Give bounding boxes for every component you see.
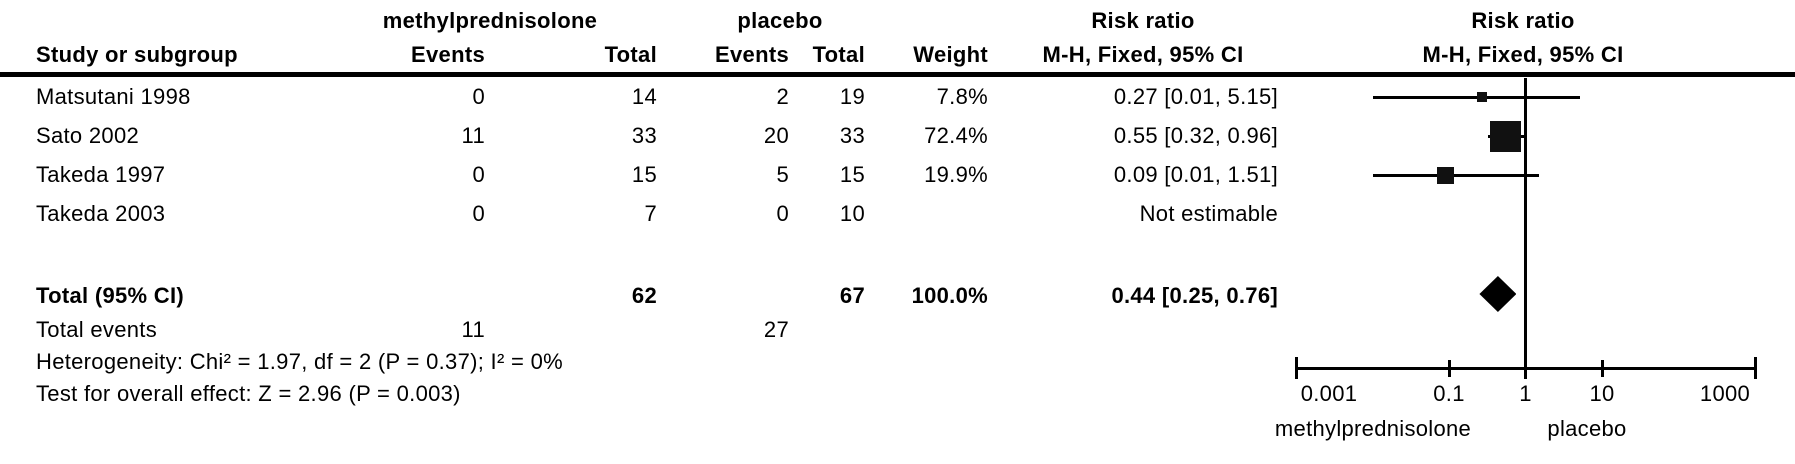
x-axis-tick (1600, 359, 1604, 377)
study-label: Takeda 1997 (36, 162, 166, 187)
effect-marker-1 (1490, 120, 1522, 152)
weight-value: 19.9% (924, 162, 988, 187)
risk-ratio-value: 0.27 [0.01, 5.15] (1113, 84, 1278, 109)
table-row: Matsutani 1998 0 14 2 19 7.8% 0.27 [0.01… (0, 84, 1795, 110)
risk-ratio-plot-header: Risk ratio (1471, 8, 1575, 33)
weight-column-header: Weight (913, 42, 988, 67)
total-events-row: Total events 11 27 (0, 317, 1795, 343)
effect-marker-0 (1476, 92, 1487, 102)
control-total-sum: 67 (839, 283, 865, 308)
total-row: Total (95% CI) 62 67 100.0% 0.44 [0.25, … (0, 283, 1795, 309)
treatment-events: 11 (461, 123, 485, 148)
treatment-total-column-header: Total (604, 42, 657, 67)
control-total-column-header: Total (812, 42, 865, 67)
overall-risk-ratio: 0.44 [0.25, 0.76] (1111, 283, 1278, 308)
treatment-total-sum: 62 (631, 283, 657, 308)
treatment-total: 15 (631, 162, 657, 187)
favours-control-label: placebo (1547, 416, 1627, 441)
x-axis-tick (1294, 357, 1298, 379)
study-label: Matsutani 1998 (36, 84, 191, 109)
treatment-events: 0 (472, 162, 485, 187)
total-weight: 100.0% (911, 283, 988, 308)
risk-ratio-text-header: Risk ratio (1091, 8, 1195, 33)
treatment-group-header: methylprednisolone (382, 8, 598, 33)
study-label: Sato 2002 (36, 123, 140, 148)
treatment-events-column-header: Events (411, 42, 485, 67)
x-axis-tick-label: 1000 (1699, 381, 1751, 406)
control-total: 10 (839, 201, 865, 226)
control-events: 2 (776, 84, 789, 109)
control-events-column-header: Events (715, 42, 789, 67)
ci-method-text-header: M-H, Fixed, 95% CI (1042, 42, 1244, 67)
total-events-label: Total events (36, 317, 158, 342)
overall-effect-row: Test for overall effect: Z = 2.96 (P = 0… (0, 381, 1795, 407)
control-events: 0 (776, 201, 789, 226)
control-events-sum: 27 (763, 317, 789, 342)
control-events: 20 (763, 123, 789, 148)
risk-ratio-value: Not estimable (1139, 201, 1278, 226)
x-axis-tick (1753, 357, 1757, 379)
total-label: Total (95% CI) (36, 283, 185, 308)
summary-diamond (1479, 276, 1517, 312)
x-axis-tick-label: 0.001 (1300, 381, 1358, 406)
risk-ratio-value: 0.09 [0.01, 1.51] (1113, 162, 1278, 187)
risk-ratio-value: 0.55 [0.32, 0.96] (1113, 123, 1278, 148)
x-axis-tick-label: 1 (1519, 381, 1532, 406)
ci-line-2 (1372, 173, 1540, 177)
header-row-columns: Study or subgroup Events Total Events To… (0, 42, 1795, 68)
control-total: 15 (839, 162, 865, 187)
header-row-groups: methylprednisolone placebo Risk ratio Ri… (0, 8, 1795, 34)
x-axis-tick-label: 0.1 (1433, 381, 1465, 406)
treatment-events: 0 (472, 84, 485, 109)
study-column-header: Study or subgroup (36, 42, 238, 67)
control-total: 19 (839, 84, 865, 109)
control-group-header: placebo (737, 8, 823, 33)
treatment-events: 0 (472, 201, 485, 226)
treatment-total: 14 (631, 84, 657, 109)
weight-value: 72.4% (924, 123, 988, 148)
study-label: Takeda 2003 (36, 201, 166, 226)
table-row: Takeda 1997 0 15 5 15 19.9% 0.09 [0.01, … (0, 162, 1795, 188)
null-effect-line (1524, 78, 1527, 379)
header-rule (0, 72, 1795, 77)
treatment-events-sum: 11 (461, 317, 485, 342)
ci-line-0 (1372, 95, 1580, 99)
control-events: 5 (776, 162, 789, 187)
control-total: 33 (839, 123, 865, 148)
weight-value: 7.8% (936, 84, 988, 109)
x-axis-tick (1447, 359, 1451, 377)
heterogeneity-stats: Heterogeneity: Chi² = 1.97, df = 2 (P = … (36, 349, 563, 374)
effect-marker-2 (1436, 166, 1454, 184)
table-row: Takeda 2003 0 7 0 10 Not estimable (0, 201, 1795, 227)
treatment-total: 7 (644, 201, 657, 226)
ci-method-plot-header: M-H, Fixed, 95% CI (1422, 42, 1624, 67)
table-row: Sato 2002 11 33 20 33 72.4% 0.55 [0.32, … (0, 123, 1795, 149)
heterogeneity-row: Heterogeneity: Chi² = 1.97, df = 2 (P = … (0, 349, 1795, 375)
x-axis-tick-label: 10 (1589, 381, 1615, 406)
favours-treatment-label: methylprednisolone (1274, 416, 1472, 441)
treatment-total: 33 (631, 123, 657, 148)
overall-effect-stats: Test for overall effect: Z = 2.96 (P = 0… (36, 381, 461, 406)
